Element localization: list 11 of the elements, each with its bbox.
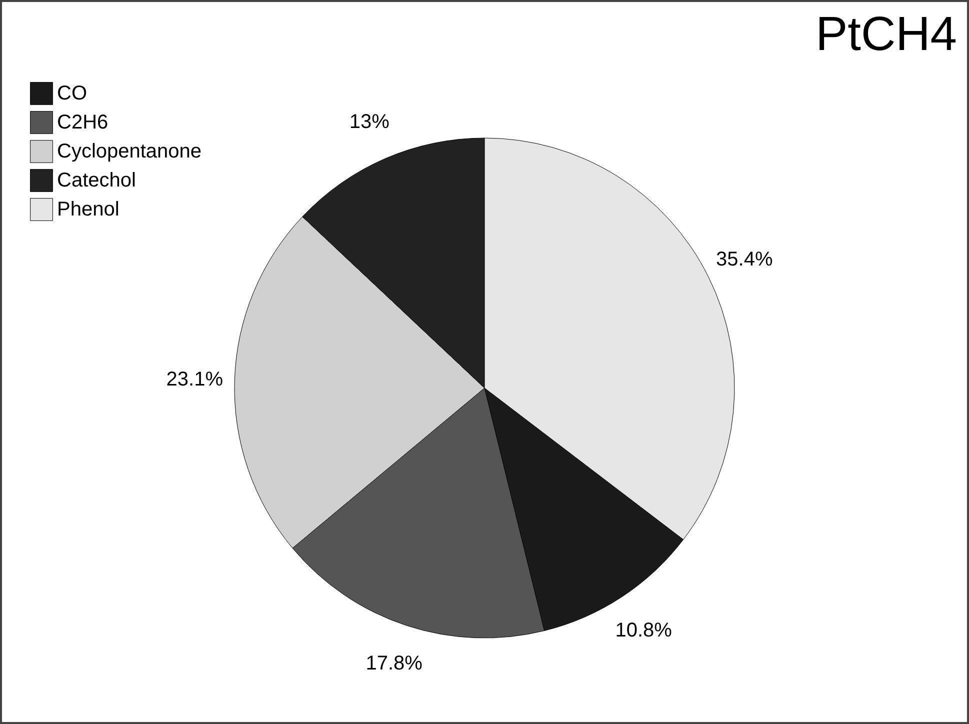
data-label: 10.8% [615, 619, 672, 642]
legend-label: CO [57, 82, 87, 104]
data-label: 23.1% [166, 368, 224, 390]
data-label: 17.8% [366, 652, 423, 675]
text: PtCH4 [816, 8, 957, 61]
legend-label: C2H6 [57, 112, 108, 134]
data-label: 35.4% [716, 248, 773, 270]
legend-label: Catechol [57, 170, 136, 192]
legend-label: Phenol [57, 198, 120, 220]
legend-label: Cyclopentanone [57, 140, 202, 162]
data-label: 13% [349, 110, 390, 133]
